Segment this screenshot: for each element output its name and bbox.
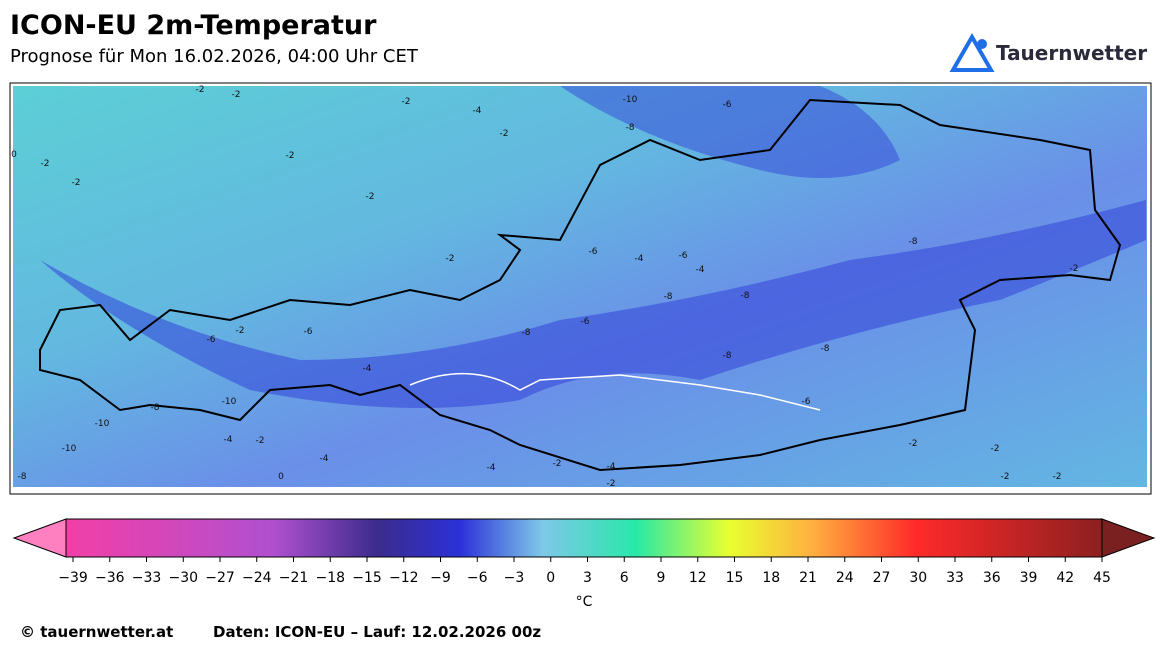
contour-label: -2 <box>909 439 918 449</box>
contour-label: -10 <box>62 444 77 454</box>
contour-label: -4 <box>487 463 496 473</box>
colorbar-tick-label: −15 <box>352 570 382 586</box>
contour-label: -4 <box>635 254 644 264</box>
contour-label: -2 <box>256 436 265 446</box>
logo-text: Tauernwetter <box>996 41 1147 65</box>
colorbar-ticks: −39 −36 −33 −30 −27 −24 −21 −18 −15 −12 −9 −6 −3 0 3 6 9… <box>58 557 1111 586</box>
contour-label: -8 <box>741 291 750 301</box>
region-border <box>409 372 821 411</box>
contour-label: -2 <box>236 326 245 336</box>
colorbar-tick-label: 33 <box>946 570 964 586</box>
contour-label: -6 <box>589 247 598 257</box>
contour-label: -10 <box>222 397 237 407</box>
austria-border <box>39 98 1122 472</box>
colorbar <box>65 518 1103 558</box>
colorbar-tick-label: 6 <box>620 570 629 586</box>
colorbar-tick-label: 42 <box>1056 570 1074 586</box>
contour-label: -6 <box>802 397 811 407</box>
colorbar-tick-label: −3 <box>504 570 525 586</box>
colorbar-tick-label: −36 <box>95 570 125 586</box>
contour-labels: -2 -2 -2 -4 -10 -6 -8 -2 -2 0 -2 -2 -2 -2 -8 -2 -4 -6 -4 -6… <box>11 85 1078 489</box>
logo-dot <box>977 39 987 49</box>
contour-label: -6 <box>581 317 590 327</box>
contour-label: -6 <box>723 100 732 110</box>
contour-label: -2 <box>41 159 50 169</box>
contour-label: -2 <box>500 129 509 139</box>
contour-label: -2 <box>607 479 616 489</box>
colorbar-tick-label: 18 <box>762 570 780 586</box>
colorbar-tick-label: 39 <box>1020 570 1038 586</box>
colorbar-tick-label: 36 <box>983 570 1001 586</box>
contour-label: -8 <box>151 403 160 413</box>
contour-label: -8 <box>664 292 673 302</box>
contour-label: -8 <box>626 123 635 133</box>
colorbar-tick-label: −30 <box>168 570 198 586</box>
subtitle: Prognose für Mon 16.02.2026, 04:00 Uhr C… <box>10 46 419 67</box>
contour-label: -10 <box>623 95 638 105</box>
contour-label: -2 <box>553 459 562 469</box>
contour-label: -8 <box>909 237 918 247</box>
cold-band <box>40 200 1146 408</box>
contour-label: -4 <box>320 454 329 464</box>
contour-label: -2 <box>366 192 375 202</box>
contour-label: -2 <box>1053 472 1062 482</box>
logo: Tauernwetter <box>949 32 1147 72</box>
colorbar-tick-label: −21 <box>279 570 309 586</box>
colorbar-tick-label: 21 <box>799 570 817 586</box>
footer-source: Daten: ICON-EU – Lauf: 12.02.2026 00z <box>213 623 541 641</box>
contour-label: -2 <box>446 254 455 264</box>
contour-label: -8 <box>821 344 830 354</box>
cold-north <box>560 86 900 178</box>
colorbar-tick-label: 45 <box>1093 570 1111 586</box>
contour-label: -2 <box>286 151 295 161</box>
contour-label: -2 <box>196 85 205 95</box>
contour-label: 0 <box>278 472 284 482</box>
colorbar-tick-label: −6 <box>467 570 488 586</box>
colorbar-tick-label: 3 <box>583 570 592 586</box>
colorbar-tick-label: −12 <box>389 570 419 586</box>
contour-label: -4 <box>224 435 233 445</box>
colorbar-tick-label: −24 <box>242 570 272 586</box>
contour-label: -6 <box>304 327 313 337</box>
contour-label: -2 <box>991 444 1000 454</box>
colorbar-tick-label: −27 <box>205 570 235 586</box>
contour-label: -2 <box>1070 264 1079 274</box>
contour-label: -4 <box>473 106 482 116</box>
contour-label: -2 <box>72 178 81 188</box>
contour-label: -8 <box>18 472 27 482</box>
contour-label: -6 <box>207 335 216 345</box>
colorbar-tick-label: 9 <box>657 570 666 586</box>
colorbar-tick-label: 24 <box>836 570 854 586</box>
colorbar-min-extend <box>12 518 67 558</box>
colorbar-tick-label: −39 <box>58 570 88 586</box>
contour-label: 0 <box>11 150 17 160</box>
colorbar-tick-label: −18 <box>315 570 345 586</box>
colorbar-tick-label: 30 <box>909 570 927 586</box>
contour-label: -10 <box>95 419 110 429</box>
colorbar-tick-label: −33 <box>132 570 162 586</box>
colorbar-tick-label: 27 <box>873 570 891 586</box>
contour-label: -8 <box>723 351 732 361</box>
colorbar-tick-label: −9 <box>430 570 451 586</box>
colorbar-tick-label: 15 <box>726 570 744 586</box>
contour-label: -2 <box>1001 472 1010 482</box>
contour-label: -4 <box>607 462 616 472</box>
contour-label: -6 <box>679 251 688 261</box>
contour-label: -2 <box>402 97 411 107</box>
logo-icon <box>949 32 995 72</box>
title: ICON-EU 2m-Temperatur <box>10 10 377 41</box>
colorbar-unit: °C <box>576 594 593 610</box>
footer-copyright: © tauernwetter.at <box>20 623 173 641</box>
colorbar-tick-label: 0 <box>546 570 555 586</box>
contour-label: -4 <box>696 265 705 275</box>
colorbar-tick-label: 12 <box>689 570 707 586</box>
colorbar-max-extend <box>1101 518 1156 558</box>
contour-label: -2 <box>232 90 241 100</box>
contour-label: -4 <box>363 364 372 374</box>
contour-label: -8 <box>522 328 531 338</box>
